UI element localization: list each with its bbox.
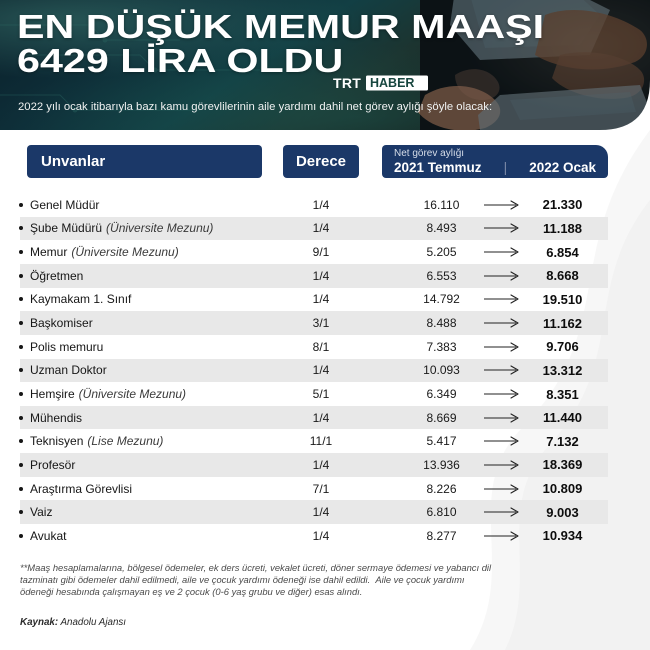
svg-text:HABER: HABER: [370, 76, 414, 90]
svg-text:TRT: TRT: [333, 75, 361, 91]
